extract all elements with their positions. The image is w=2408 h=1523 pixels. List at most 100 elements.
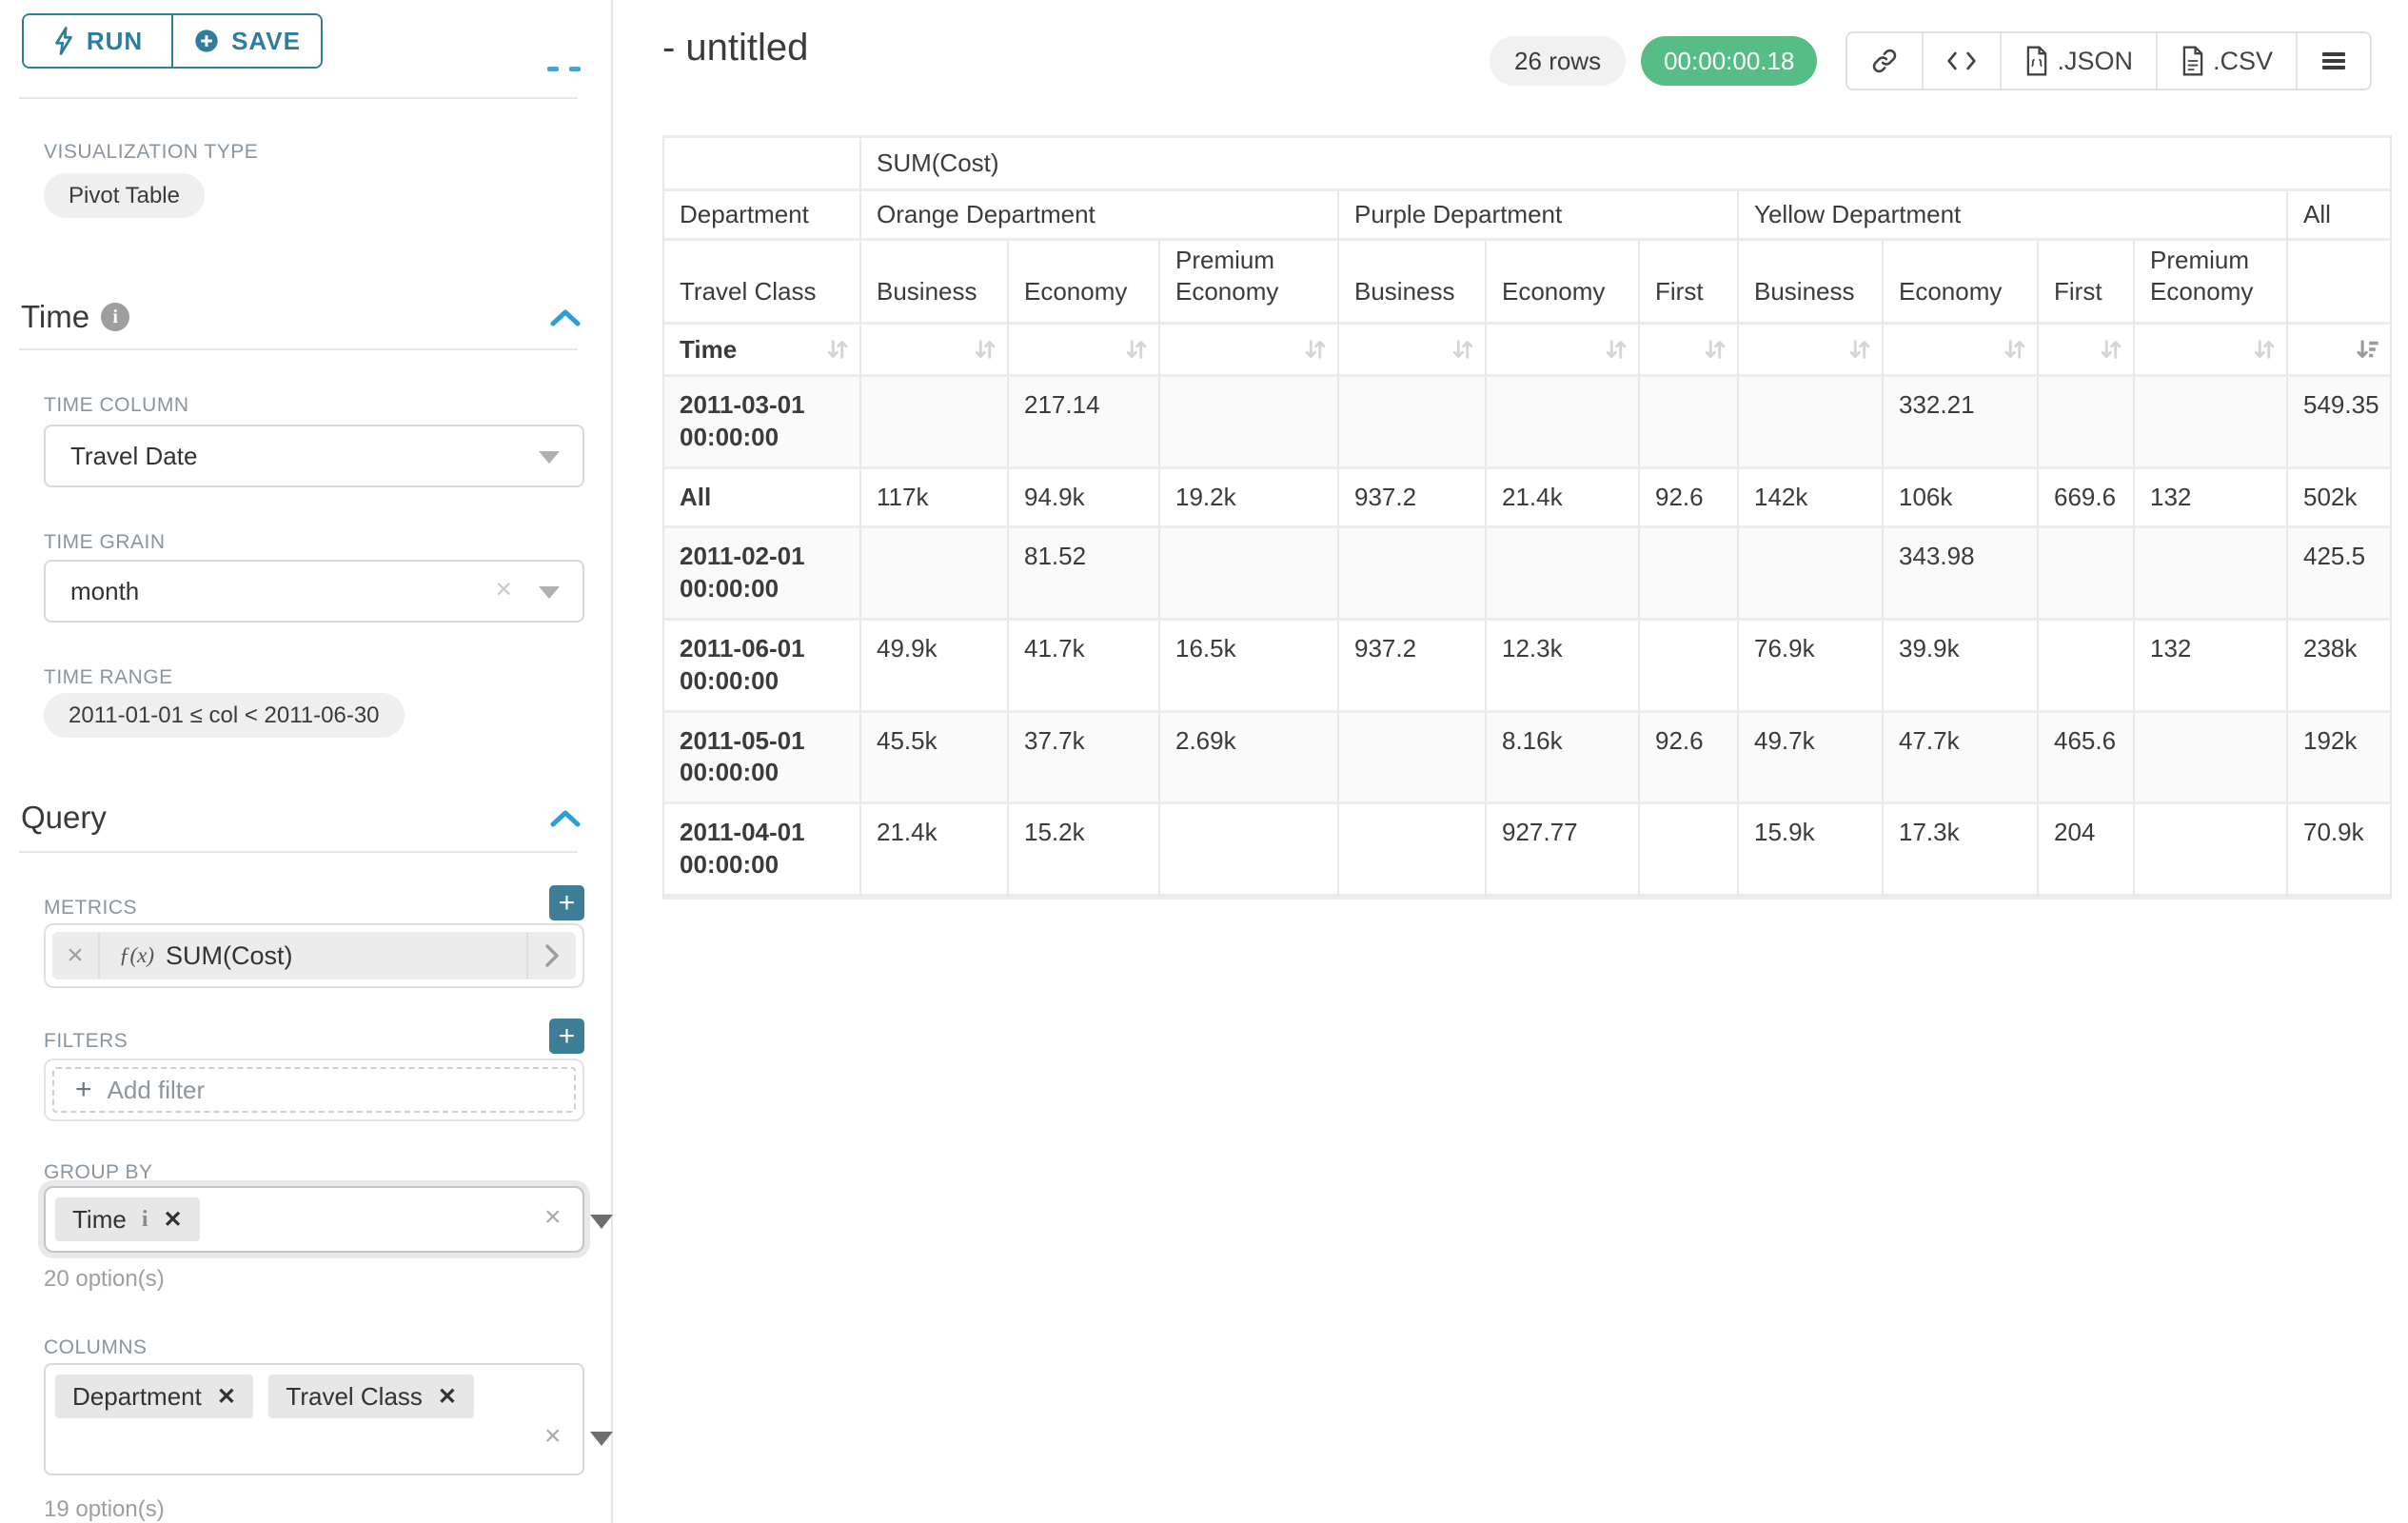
table-row: 2011-03-01 00:00:00 217.14 332.21 549.35 (664, 377, 2391, 469)
export-csv-button[interactable]: .CSV (2155, 33, 2296, 89)
cell-value (1640, 377, 1739, 469)
sort-icon[interactable] (1847, 337, 1872, 362)
row-label: 2011-06-01 00:00:00 (664, 620, 861, 713)
sort-icon[interactable] (1451, 337, 1475, 362)
chart-panel: - untitled 26 rows 00:00:00.18 .JSON .CS… (615, 0, 2408, 1523)
collapse-time-chevron-icon[interactable] (549, 307, 582, 329)
cell-value (1160, 377, 1339, 469)
time-range-pill[interactable]: 2011-01-01 ≤ col < 2011-06-30 (44, 693, 405, 738)
cell-value: 2.69k (1160, 712, 1339, 805)
collapse-query-chevron-icon[interactable] (549, 807, 582, 830)
cell-value: 45.5k (861, 712, 1009, 805)
time-grain-select[interactable]: month × (44, 560, 584, 623)
cell-value: 502k (2288, 468, 2391, 529)
cell-value: 39.9k (1884, 620, 2039, 713)
cell-value: 238k (2288, 620, 2391, 713)
col-header: Premium Economy (2135, 241, 2288, 325)
cell-value: 332.21 (1884, 377, 2039, 469)
cell-value (1339, 528, 1487, 621)
sort-icon[interactable] (1604, 337, 1628, 362)
row-label: 2011-05-01 00:00:00 (664, 712, 861, 805)
cell-value: 15.9k (1739, 804, 1884, 897)
cell-value: 117k (861, 468, 1009, 529)
row-label: All (664, 468, 861, 529)
sort-icon[interactable] (2003, 337, 2027, 362)
col-header: First (1640, 241, 1739, 325)
cell-value: 425.5 (2288, 528, 2391, 621)
chevron-down-icon (539, 586, 560, 599)
col-header: Economy (1487, 241, 1640, 325)
metric-pill[interactable]: × ƒ(x) SUM(Cost) (52, 932, 576, 979)
col-header: Economy (1884, 241, 2039, 325)
col-header: Business (1339, 241, 1487, 325)
cell-value: 204 (2039, 804, 2135, 897)
caret-down-icon[interactable] (590, 1215, 613, 1229)
add-filter-plus-button[interactable]: + (549, 1019, 584, 1054)
col-header: First (2039, 241, 2135, 325)
remove-tag-icon[interactable]: ✕ (216, 1383, 236, 1410)
remove-tag-icon[interactable]: ✕ (437, 1383, 458, 1410)
info-icon[interactable]: i (101, 303, 130, 331)
cell-value: 16.5k (1160, 620, 1339, 713)
sort-icon[interactable] (1703, 337, 1727, 362)
cell-value: 70.9k (2288, 804, 2391, 897)
clear-icon[interactable]: × (495, 573, 512, 605)
cell-value: 19.2k (1160, 468, 1339, 529)
row-label: 2011-02-01 00:00:00 (664, 528, 861, 621)
add-filter-button[interactable]: + Add filter (52, 1067, 576, 1113)
sort-icon[interactable] (1303, 337, 1328, 362)
remove-metric-icon[interactable]: × (52, 932, 100, 979)
time-column-select[interactable]: Travel Date (44, 425, 584, 487)
scrolled-icon-fragment (547, 67, 559, 71)
section-divider (19, 851, 578, 853)
row-label: 2011-04-01 00:00:00 (664, 804, 861, 897)
sort-icon[interactable] (973, 337, 997, 362)
cell-value: 132 (2135, 468, 2288, 529)
hamburger-menu-icon (2320, 49, 2347, 72)
export-json-button[interactable]: .JSON (2000, 33, 2156, 89)
col-header: Economy (1009, 241, 1160, 325)
sort-icon[interactable] (825, 337, 850, 362)
cell-value (861, 377, 1009, 469)
col-header: Business (1739, 241, 1884, 325)
sort-icon[interactable] (1124, 337, 1149, 362)
run-button[interactable]: RUN (24, 15, 171, 67)
cell-value: 21.4k (1487, 468, 1640, 529)
sort-icon[interactable] (2252, 337, 2277, 362)
cell-value: 937.2 (1339, 620, 1487, 713)
cell-value (1739, 377, 1884, 469)
cell-value: 76.9k (1739, 620, 1884, 713)
group-by-select[interactable]: Time i ✕ × (44, 1186, 613, 1253)
columns-tag: Department ✕ (55, 1375, 253, 1418)
chevron-right-icon[interactable] (526, 932, 576, 979)
export-toolbar: .JSON .CSV (1845, 31, 2372, 90)
add-metric-button[interactable]: + (549, 885, 584, 920)
visualization-type-pill[interactable]: Pivot Table (44, 173, 205, 218)
caret-down-icon[interactable] (590, 1432, 613, 1446)
cell-value: 192k (2288, 712, 2391, 805)
columns-select[interactable]: Department ✕ Travel Class ✕ × (44, 1363, 613, 1475)
cell-value: 142k (1739, 468, 1884, 529)
metric-name: SUM(Cost) (166, 940, 293, 970)
cell-value (2039, 620, 2135, 713)
info-icon[interactable]: i (141, 1206, 148, 1232)
time-grain-label: TIME GRAIN (44, 531, 166, 553)
cell-value: 92.6 (1640, 468, 1739, 529)
cell-value (2039, 528, 2135, 621)
group-by-options-hint: 20 option(s) (44, 1266, 165, 1292)
copy-link-button[interactable] (1847, 33, 1923, 89)
sort-descending-active-icon[interactable] (2356, 337, 2380, 362)
clear-all-icon[interactable]: × (544, 1420, 562, 1452)
cell-value (1487, 528, 1640, 621)
plus-icon: + (75, 1074, 92, 1105)
section-divider (19, 348, 578, 350)
save-button[interactable]: SAVE (171, 15, 321, 67)
sort-icon[interactable] (2099, 337, 2123, 362)
menu-button[interactable] (2296, 33, 2370, 89)
clear-all-icon[interactable]: × (544, 1201, 562, 1233)
travel-class-header-row: Travel Class Business Economy Premium Ec… (664, 241, 2391, 325)
view-query-button[interactable] (1922, 33, 2001, 89)
remove-tag-icon[interactable]: ✕ (163, 1206, 183, 1233)
pivot-body: 2011-03-01 00:00:00 217.14 332.21 549.35 All… (664, 377, 2391, 897)
cell-value (861, 528, 1009, 621)
